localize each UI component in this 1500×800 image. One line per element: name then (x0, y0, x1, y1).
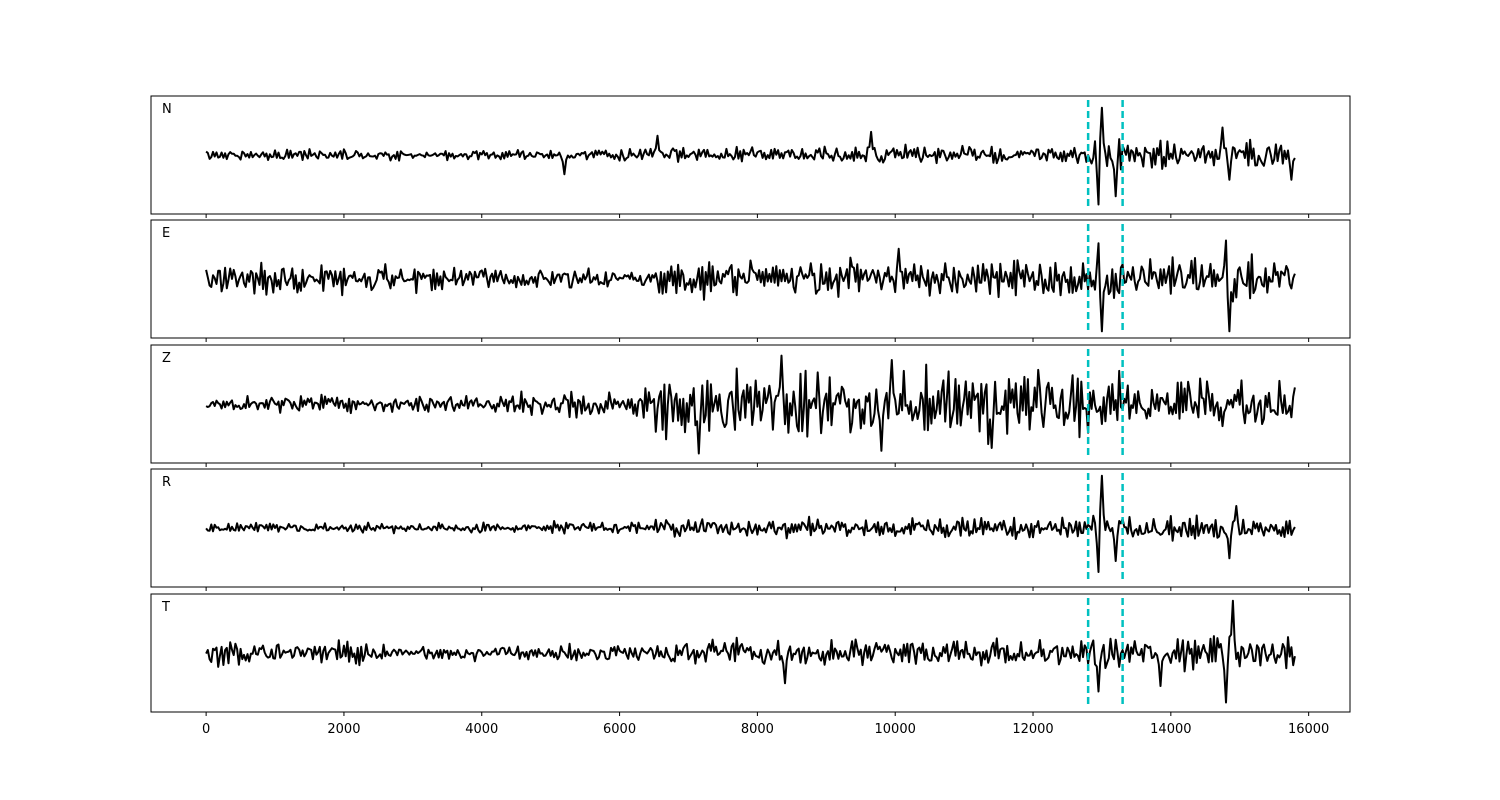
trace-z (205, 354, 1296, 455)
panel-frame (150, 593, 1351, 713)
x-tick-label: 12000 (1012, 722, 1053, 737)
panel-r: R (150, 468, 1351, 591)
panel-frame (150, 468, 1351, 588)
trace-e (205, 239, 1296, 333)
x-axis: 0 2000 4000 6000 8000 10000 12000 14000 16000 (202, 722, 1329, 737)
x-tick-label: 10000 (875, 722, 916, 737)
panel-frame (150, 219, 1351, 339)
panel-e: E (150, 219, 1351, 342)
panel-n: N (150, 95, 1351, 218)
trace-t (205, 599, 1296, 704)
x-tick-label: 4000 (465, 722, 498, 737)
panel-label: E (162, 226, 170, 241)
panel-frame (150, 95, 1351, 215)
x-tick-label: 2000 (327, 722, 360, 737)
panel-label: R (162, 475, 171, 490)
x-tick-label: 8000 (741, 722, 774, 737)
panel-t: T (150, 593, 1351, 716)
panel-label: T (161, 600, 170, 615)
panels-layer: N E Z R T (150, 95, 1351, 716)
x-tick-label: 16000 (1288, 722, 1329, 737)
x-tick-label: 14000 (1150, 722, 1191, 737)
panel-z: Z (150, 344, 1351, 467)
panel-frame (150, 344, 1351, 464)
panel-label: N (162, 102, 172, 117)
x-tick-label: 0 (202, 722, 210, 737)
panel-label: Z (162, 351, 171, 366)
trace-n (205, 106, 1296, 206)
x-tick-label: 6000 (603, 722, 636, 737)
trace-r (205, 474, 1296, 573)
